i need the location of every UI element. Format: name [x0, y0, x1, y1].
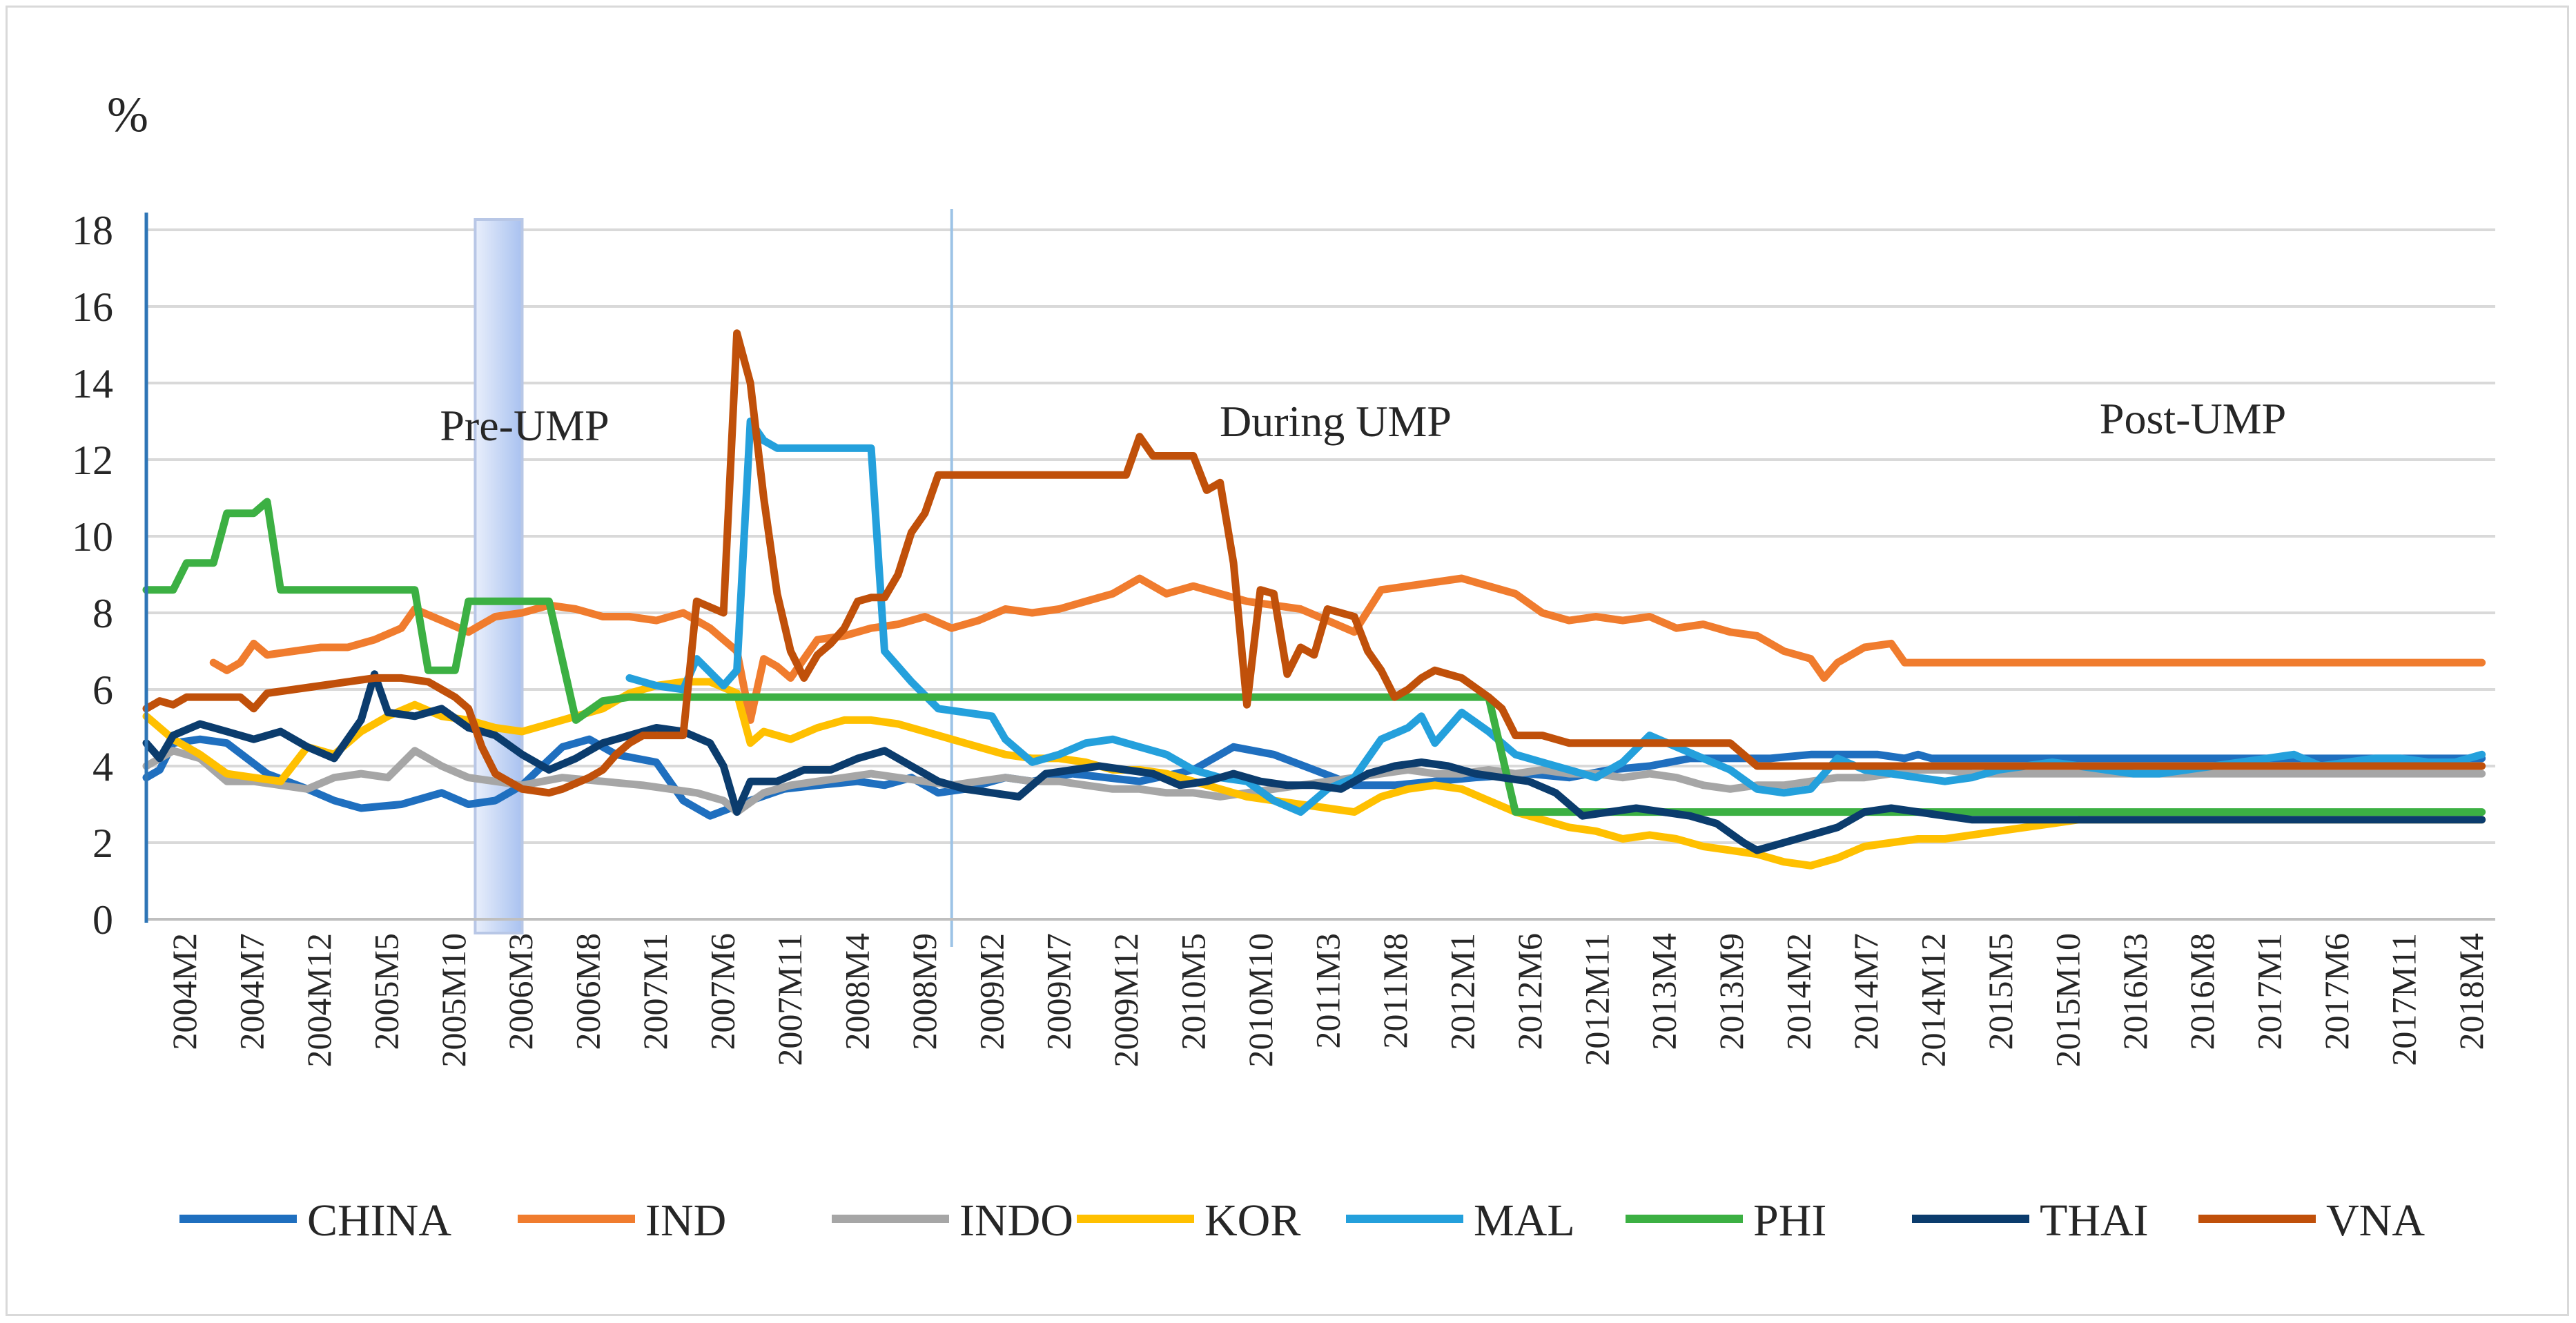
x-tick-2015m5: 2015M5 [1981, 933, 2020, 1050]
x-tick-2016m8: 2016M8 [2183, 933, 2221, 1050]
x-tick-2011m8: 2011M8 [1376, 933, 1414, 1049]
y-tick-10: 10 [72, 514, 113, 560]
period-label-post-ump: Post-UMP [2100, 394, 2286, 443]
legend-label-thai: THAI [2040, 1195, 2149, 1246]
legend-label-china: CHINA [307, 1195, 451, 1246]
y-tick-12: 12 [72, 438, 113, 483]
legend-item-ind: IND [518, 1195, 726, 1246]
x-tick-2006m8: 2006M8 [569, 933, 607, 1050]
shaded-band [474, 218, 524, 934]
chart-frame [6, 6, 2569, 1316]
x-tick-2017m1: 2017M1 [2250, 933, 2289, 1050]
legend-item-indo: INDO [832, 1195, 1073, 1246]
series-line-thai [142, 670, 2486, 854]
y-tick-6: 6 [92, 667, 113, 713]
x-tick-2004m12: 2004M12 [300, 933, 338, 1067]
x-tick-2013m9: 2013M9 [1712, 933, 1750, 1050]
series-line-indo [142, 747, 2486, 816]
x-tick-2012m6: 2012M6 [1510, 933, 1549, 1050]
legend-label-kor: KOR [1204, 1195, 1300, 1246]
x-tick-2012m11: 2012M11 [1577, 933, 1616, 1066]
x-tick-2007m6: 2007M6 [703, 933, 742, 1050]
legend-item-phi: PHI [1626, 1195, 1826, 1246]
period-label-pre-ump: Pre-UMP [440, 401, 609, 450]
series-line-vna [142, 329, 2486, 797]
y-tick-0: 0 [92, 897, 113, 943]
series-line-ind [209, 574, 2486, 724]
x-tick-2017m11: 2017M11 [2385, 933, 2423, 1066]
x-tick-2013m4: 2013M4 [1645, 933, 1684, 1050]
y-tick-14: 14 [72, 361, 113, 406]
x-tick-2006m3: 2006M3 [501, 933, 540, 1050]
x-tick-2005m5: 2005M5 [367, 933, 405, 1050]
legend-label-vna: VNA [2326, 1195, 2425, 1246]
x-tick-2017m6: 2017M6 [2317, 933, 2356, 1050]
x-tick-2010m10: 2010M10 [1241, 933, 1280, 1067]
x-tick-2018m4: 2018M4 [2452, 933, 2490, 1050]
legend-item-thai: THAI [1912, 1195, 2149, 1246]
x-tick-2008m9: 2008M9 [905, 933, 944, 1050]
x-tick-2007m11: 2007M11 [770, 933, 809, 1066]
x-tick-2004m7: 2004M7 [232, 933, 271, 1050]
y-tick-8: 8 [92, 591, 113, 636]
legend-item-mal: MAL [1346, 1195, 1575, 1246]
legend-label-mal: MAL [1474, 1195, 1575, 1246]
axes [144, 213, 2495, 923]
x-tick-2005m10: 2005M10 [434, 933, 473, 1067]
y-tick-2: 2 [92, 821, 113, 866]
legend-item-china: CHINA [179, 1195, 451, 1246]
y-axis-label: % [107, 87, 148, 142]
x-tick-2004m2: 2004M2 [165, 933, 204, 1050]
x-tick-2010m5: 2010M5 [1174, 933, 1213, 1050]
y-tick-16: 16 [72, 284, 113, 330]
x-tick-2015m10: 2015M10 [2048, 933, 2087, 1067]
y-tick-4: 4 [92, 744, 113, 790]
x-tick-2014m2: 2014M2 [1779, 933, 1818, 1050]
x-tick-2008m4: 2008M4 [837, 933, 876, 1050]
x-tick-2012m1: 2012M1 [1443, 933, 1481, 1050]
shaded-band-rect [474, 218, 524, 934]
x-tick-2016m3: 2016M3 [2116, 933, 2154, 1050]
x-tick-2014m12: 2014M12 [1914, 933, 1953, 1067]
legend-item-vna: VNA [2198, 1195, 2425, 1246]
x-tick-2009m7: 2009M7 [1040, 933, 1078, 1050]
y-tick-labels: 0 2 4 6 8 10 12 14 16 18 [72, 208, 113, 943]
x-tick-2011m3: 2011M3 [1309, 933, 1347, 1049]
legend: CHINA IND INDO KOR MAL PHI THAI VNA [179, 1195, 2425, 1246]
y-tick-18: 18 [72, 208, 113, 253]
x-tick-labels: 2004M2 2004M7 2004M12 2005M5 2005M10 2006M3 20… [165, 933, 2490, 1067]
x-tick-2009m2: 2009M2 [972, 933, 1011, 1050]
legend-label-phi: PHI [1753, 1195, 1826, 1246]
legend-item-kor: KOR [1077, 1195, 1300, 1246]
x-tick-2007m1: 2007M1 [636, 933, 674, 1050]
legend-label-indo: INDO [959, 1195, 1073, 1246]
series-lines [142, 329, 2486, 870]
legend-label-ind: IND [645, 1195, 726, 1246]
period-label-during-ump: During UMP [1220, 397, 1452, 446]
x-tick-2009m12: 2009M12 [1106, 933, 1145, 1067]
x-tick-2014m7: 2014M7 [1846, 933, 1885, 1050]
